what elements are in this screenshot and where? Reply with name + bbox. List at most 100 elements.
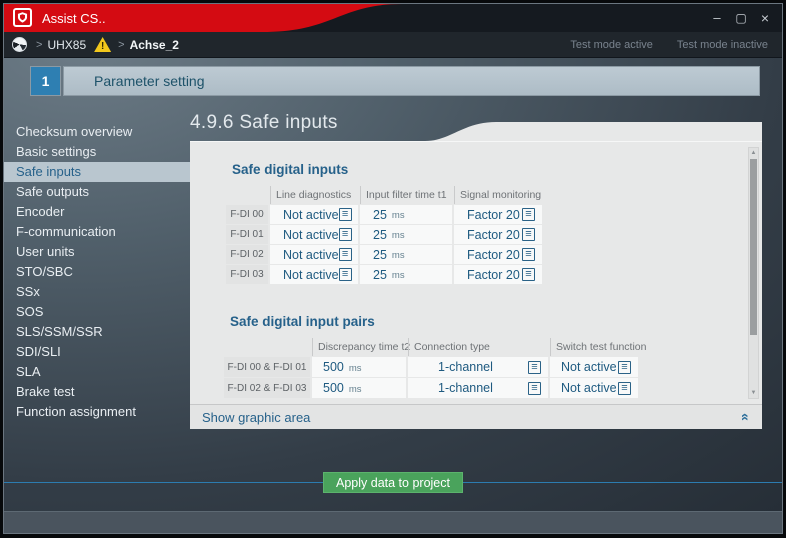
switch-test-function-dropdown[interactable]: Not active ≡ bbox=[550, 357, 638, 377]
panel-curve bbox=[425, 122, 762, 141]
line-diagnostics-dropdown[interactable]: Not active ≡ bbox=[270, 225, 358, 244]
sidebar-item-safe-outputs[interactable]: Safe outputs bbox=[16, 184, 89, 199]
dropdown-list-icon[interactable]: ≡ bbox=[338, 228, 352, 241]
vertical-scrollbar[interactable]: ▲ ▼ bbox=[748, 147, 759, 399]
panel-sheet: Safe digital inputs Line diagnostics Inp… bbox=[190, 141, 762, 429]
project-globe-icon[interactable] bbox=[12, 37, 27, 52]
test-mode-inactive-button[interactable]: Test mode inactive bbox=[676, 38, 768, 51]
show-graphic-area-bar[interactable]: Show graphic area « bbox=[190, 404, 762, 429]
row-label: F-DI 00 bbox=[226, 205, 268, 224]
dropdown-list-icon[interactable]: ≡ bbox=[522, 248, 535, 261]
test-mode-active-button[interactable]: Test mode active bbox=[570, 38, 653, 51]
input-filter-time-field[interactable]: 25 ms bbox=[360, 205, 452, 224]
row-label: F-DI 02 bbox=[226, 245, 268, 264]
app-logo-shield-icon bbox=[13, 8, 32, 27]
breadcrumb-axis[interactable]: Achse_2 bbox=[129, 37, 179, 52]
sidebar-item-f-communication[interactable]: F-communication bbox=[16, 224, 116, 239]
scroll-up-icon[interactable]: ▲ bbox=[750, 150, 757, 156]
step-number-badge: 1 bbox=[30, 66, 61, 96]
signal-monitoring-dropdown[interactable]: Factor 20 ≡ bbox=[454, 205, 542, 224]
chevron-right-icon: > bbox=[36, 38, 43, 51]
safe-digital-input-pairs-heading: Safe digital input pairs bbox=[230, 314, 375, 329]
chevron-right-icon: > bbox=[118, 38, 125, 51]
sidebar-item-function-assignment[interactable]: Function assignment bbox=[16, 404, 136, 419]
step-label-bar[interactable]: Parameter setting bbox=[63, 66, 760, 96]
content-panel: 4.9.6 Safe inputs Safe digital inputs Li… bbox=[190, 111, 762, 429]
connection-type-dropdown[interactable]: 1-channel ≡ bbox=[408, 378, 548, 398]
page-title: 4.9.6 Safe inputs bbox=[190, 112, 338, 133]
sidebar-item-brake-test[interactable]: Brake test bbox=[16, 384, 75, 399]
apply-row: Apply data to project bbox=[4, 472, 782, 502]
dropdown-list-icon[interactable]: ≡ bbox=[522, 228, 535, 241]
scroll-down-icon[interactable]: ▼ bbox=[750, 390, 757, 396]
test-mode-group: Test mode active Test mode inactive bbox=[570, 39, 774, 51]
row-label: F-DI 03 bbox=[226, 265, 268, 284]
unit-label: ms bbox=[348, 362, 362, 374]
dropdown-list-icon[interactable]: ≡ bbox=[522, 268, 535, 281]
status-bar bbox=[4, 511, 782, 533]
breadcrumb-device[interactable]: UHX85 bbox=[47, 37, 87, 52]
column-header-discrepancy-time: Discrepancy time t2 bbox=[312, 338, 410, 356]
connection-type-dropdown[interactable]: 1-channel ≡ bbox=[408, 357, 548, 377]
dropdown-list-icon[interactable]: ≡ bbox=[522, 208, 535, 221]
column-header-connection-type: Connection type bbox=[408, 338, 548, 356]
column-header bbox=[226, 186, 268, 204]
input-filter-time-field[interactable]: 25 ms bbox=[360, 225, 452, 244]
sidebar-item-basic-settings[interactable]: Basic settings bbox=[16, 144, 97, 159]
step-bar: 1 Parameter setting bbox=[30, 66, 760, 96]
signal-monitoring-dropdown[interactable]: Factor 20 ≡ bbox=[454, 225, 542, 244]
sidebar-item-sls-ssm-ssr[interactable]: SLS/SSM/SSR bbox=[16, 324, 103, 339]
breadcrumb: > UHX85 ! > Achse_2 Test mode active Tes… bbox=[4, 32, 782, 58]
warning-icon: ! bbox=[94, 37, 111, 52]
column-header bbox=[224, 338, 310, 356]
row-label: F-DI 02 & F-DI 03 bbox=[224, 378, 310, 398]
dropdown-list-icon[interactable]: ≡ bbox=[338, 268, 352, 281]
apply-data-button[interactable]: Apply data to project bbox=[323, 472, 463, 493]
dropdown-list-icon[interactable]: ≡ bbox=[338, 208, 352, 221]
scrollbar-thumb[interactable] bbox=[750, 159, 757, 335]
input-filter-time-field[interactable]: 25 ms bbox=[360, 265, 452, 284]
sidebar-item-sdi-sli[interactable]: SDI/SLI bbox=[16, 344, 61, 359]
dropdown-list-icon[interactable]: ≡ bbox=[528, 381, 541, 395]
switch-test-function-dropdown[interactable]: Not active ≡ bbox=[550, 378, 638, 398]
sidebar-item-ssx[interactable]: SSx bbox=[16, 284, 40, 299]
sidebar-item-user-units[interactable]: User units bbox=[16, 244, 75, 259]
column-header-signal-monitoring: Signal monitoring bbox=[454, 186, 542, 204]
sidebar-item-sto-sbc[interactable]: STO/SBC bbox=[16, 264, 73, 279]
sidebar-item-safe-inputs[interactable]: Safe inputs bbox=[4, 162, 190, 182]
maximize-icon[interactable]: ▢ bbox=[735, 11, 747, 25]
unit-label: ms bbox=[391, 270, 405, 281]
app-title: Assist CS.. bbox=[42, 11, 106, 26]
step-label: Parameter setting bbox=[94, 73, 205, 89]
sidebar-item-sla[interactable]: SLA bbox=[16, 364, 41, 379]
show-graphic-area-label: Show graphic area bbox=[202, 409, 311, 425]
line-diagnostics-dropdown[interactable]: Not active ≡ bbox=[270, 265, 358, 284]
collapse-chevrons-icon[interactable]: « bbox=[738, 413, 755, 421]
dropdown-list-icon[interactable]: ≡ bbox=[618, 360, 631, 374]
title-bar: Assist CS.. – ▢ × bbox=[4, 4, 782, 32]
close-icon[interactable]: × bbox=[760, 10, 770, 26]
minimize-icon[interactable]: – bbox=[713, 10, 721, 25]
safe-digital-input-pairs-table: Discrepancy time t2 Connection type Swit… bbox=[224, 338, 646, 398]
line-diagnostics-dropdown[interactable]: Not active ≡ bbox=[270, 245, 358, 264]
unit-label: ms bbox=[391, 250, 405, 261]
sidebar-item-checksum-overview[interactable]: Checksum overview bbox=[16, 124, 133, 139]
dropdown-list-icon[interactable]: ≡ bbox=[338, 248, 352, 261]
sidebar-item-encoder[interactable]: Encoder bbox=[16, 204, 65, 219]
window-controls: – ▢ × bbox=[708, 4, 774, 32]
line-diagnostics-dropdown[interactable]: Not active ≡ bbox=[270, 205, 358, 224]
column-header-line-diagnostics: Line diagnostics bbox=[270, 186, 358, 204]
dropdown-list-icon[interactable]: ≡ bbox=[618, 381, 631, 395]
sidebar-item-sos[interactable]: SOS bbox=[16, 304, 44, 319]
safe-digital-inputs-table: Line diagnostics Input filter time t1 Si… bbox=[226, 186, 542, 284]
red-banner bbox=[4, 4, 402, 32]
discrepancy-time-field[interactable]: 500 ms bbox=[312, 378, 406, 398]
input-filter-time-field[interactable]: 25 ms bbox=[360, 245, 452, 264]
unit-label: ms bbox=[391, 230, 405, 241]
row-label: F-DI 00 & F-DI 01 bbox=[224, 357, 310, 377]
dropdown-list-icon[interactable]: ≡ bbox=[528, 360, 541, 374]
unit-label: ms bbox=[348, 383, 362, 395]
signal-monitoring-dropdown[interactable]: Factor 20 ≡ bbox=[454, 245, 542, 264]
discrepancy-time-field[interactable]: 500 ms bbox=[312, 357, 406, 377]
signal-monitoring-dropdown[interactable]: Factor 20 ≡ bbox=[454, 265, 542, 284]
